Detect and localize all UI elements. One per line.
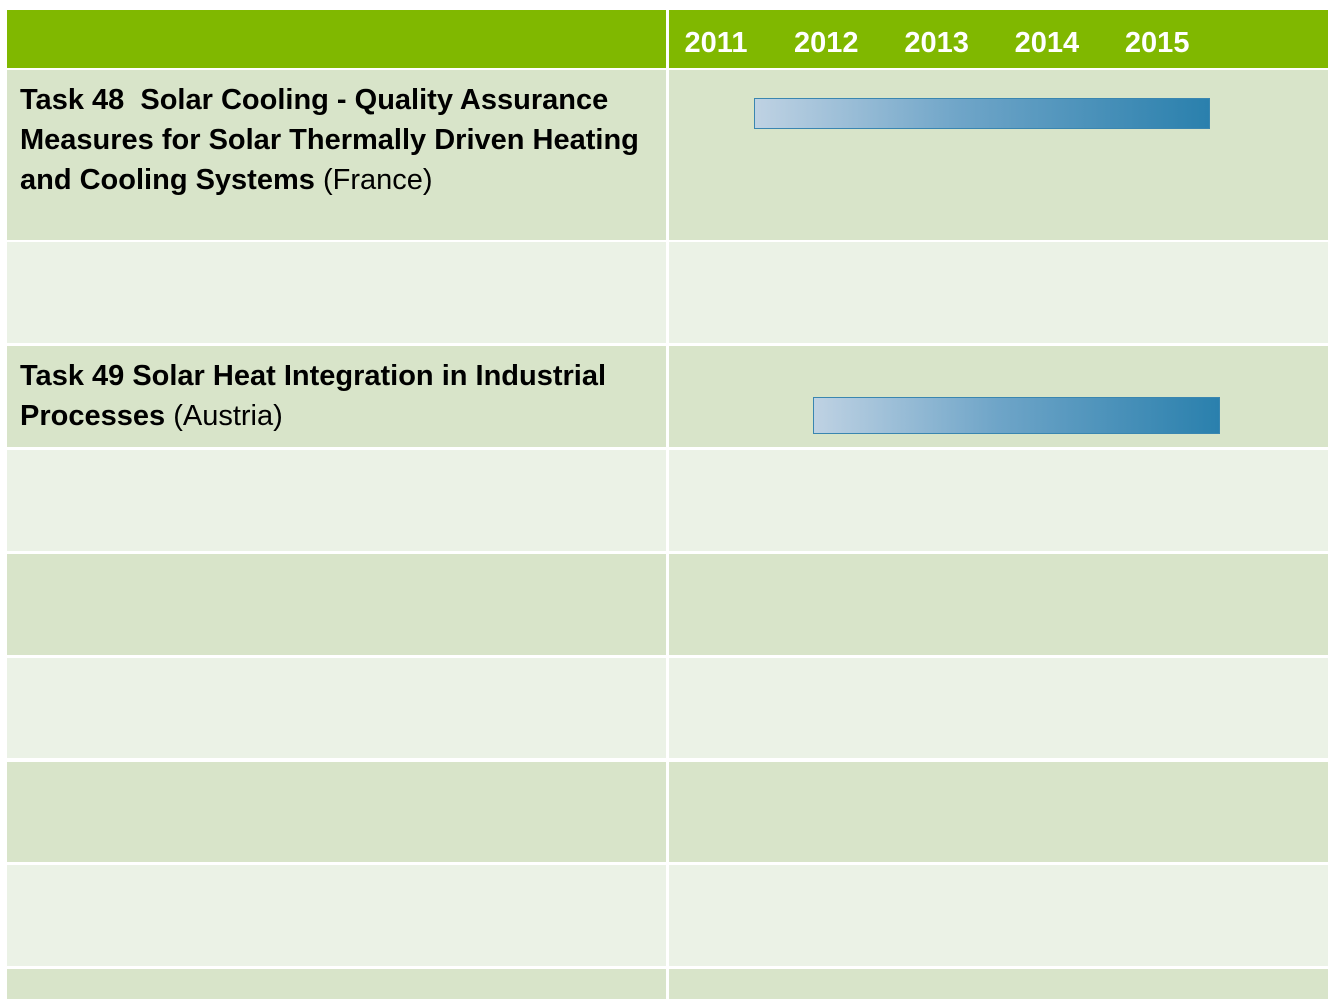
timeline-cell <box>669 70 1328 240</box>
year-label: 2015 <box>1124 27 1190 59</box>
task-title: Task 49 Solar Heat Integration in Indust… <box>20 360 615 432</box>
year-label: 2011 <box>684 27 748 59</box>
task-title: Task 48 Solar Cooling - Quality Assuranc… <box>20 84 647 196</box>
empty-cell <box>669 865 1328 966</box>
task-cell: Task 49 Solar Heat Integration in Indust… <box>7 346 666 447</box>
empty-cell <box>7 762 666 862</box>
timeline-bar <box>754 98 1210 129</box>
year-label: 2014 <box>1014 27 1080 59</box>
empty-cell <box>7 554 666 655</box>
task-note: (France) <box>322 164 433 196</box>
empty-cell <box>7 865 666 966</box>
empty-cell <box>7 450 666 551</box>
empty-cell <box>669 450 1328 551</box>
empty-cell <box>669 762 1328 862</box>
year-label: 2012 <box>794 27 859 59</box>
timeline-bar <box>813 397 1220 434</box>
task-cell: Task 48 Solar Cooling - Quality Assuranc… <box>7 70 666 240</box>
empty-cell <box>7 242 666 343</box>
header-cell <box>7 10 666 68</box>
empty-cell <box>669 658 1328 758</box>
empty-cell <box>669 242 1328 343</box>
empty-cell <box>669 969 1328 999</box>
year-label: 2013 <box>904 27 969 59</box>
task-note: (Austria) <box>173 400 283 432</box>
header-cell: 2011 2012 2013 2014 2015 <box>669 10 1328 68</box>
empty-cell <box>7 658 666 758</box>
empty-cell <box>7 969 666 999</box>
empty-cell <box>669 554 1328 655</box>
